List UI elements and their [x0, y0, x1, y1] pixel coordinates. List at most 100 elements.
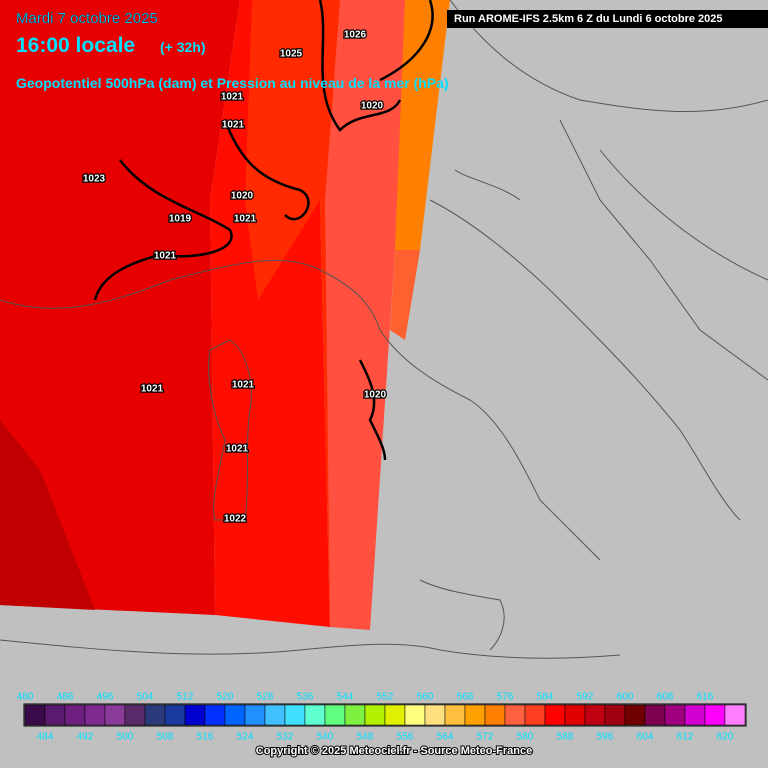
colorbar-swatch	[424, 704, 446, 726]
colorbar-swatch	[84, 704, 106, 726]
pressure-label: 1023	[83, 174, 106, 185]
colorbar-label: 504	[137, 692, 154, 703]
colorbar-swatch	[604, 704, 626, 726]
run-info: Run AROME-IFS 2.5km 6 Z du Lundi 6 octob…	[454, 13, 723, 25]
isobars	[93, 0, 434, 461]
colorbar-swatch	[204, 704, 226, 726]
colorbar-swatch	[264, 704, 286, 726]
pressure-label: 1020	[361, 101, 384, 112]
colorbar-swatch	[344, 704, 366, 726]
colorbar-label: 620	[717, 732, 734, 743]
colorbar-frame	[23, 703, 747, 727]
colorbar-swatch	[224, 704, 246, 726]
colorbar-swatch	[64, 704, 86, 726]
colorbar-label: 584	[537, 692, 554, 703]
colorbar-label: 488	[57, 692, 74, 703]
colorbar-swatch	[684, 704, 706, 726]
colorbar-label: 596	[597, 732, 614, 743]
pressure-label: 1021	[141, 384, 164, 395]
pressure-label: 1022	[224, 514, 247, 525]
time: 16:00 locale	[16, 34, 135, 57]
colorbar-swatch	[464, 704, 486, 726]
colorbar-label: 544	[337, 692, 354, 703]
run-banner	[447, 10, 768, 28]
colorbar-label: 608	[657, 692, 674, 703]
colorbar-swatch	[524, 704, 546, 726]
colorbar-swatch	[664, 704, 686, 726]
pressure-label: 1025	[280, 49, 303, 60]
colorbar-label: 520	[217, 692, 234, 703]
date: Mardi 7 octobre 2025	[16, 10, 158, 27]
colorbar-label: 600	[617, 692, 634, 703]
pressure-label: 1020	[364, 390, 387, 401]
lead-time: (+ 32h)	[160, 39, 206, 55]
pressure-label: 1026	[344, 30, 367, 41]
colorbar-label: 528	[257, 692, 274, 703]
colorbar-swatch	[444, 704, 466, 726]
colorbar-label: 540	[317, 732, 334, 743]
pressure-label: 1021	[154, 251, 177, 262]
colorbar-label: 612	[677, 732, 694, 743]
colorbar-swatch	[184, 704, 206, 726]
colorbar-swatch	[244, 704, 266, 726]
colorbar-label: 492	[77, 732, 94, 743]
pressure-label: 1020	[231, 191, 254, 202]
colorbar-label: 604	[637, 732, 654, 743]
colorbar-swatch	[564, 704, 586, 726]
colorbar-swatch	[384, 704, 406, 726]
field-band	[0, 0, 240, 615]
colorbar-swatch	[144, 704, 166, 726]
colorbar-swatch	[304, 704, 326, 726]
colorbar-label: 496	[97, 692, 114, 703]
field-band	[325, 0, 410, 630]
pressure-label: 1021	[221, 92, 244, 103]
colorbar-swatch	[324, 704, 346, 726]
colorbar-swatch	[644, 704, 666, 726]
colorbar-swatch	[364, 704, 386, 726]
colorbar-label: 480	[17, 692, 34, 703]
pressure-label: 1021	[232, 380, 255, 391]
colorbar-label: 592	[577, 692, 594, 703]
colorbar-swatch	[624, 704, 646, 726]
colorbar-label: 536	[297, 692, 314, 703]
colorbar-label: 508	[157, 732, 174, 743]
colorbar-swatch	[584, 704, 606, 726]
coastlines	[0, 0, 768, 659]
colorbar-swatch	[404, 704, 426, 726]
colorbar-label: 524	[237, 732, 254, 743]
colorbar-swatch	[704, 704, 726, 726]
colorbar-swatch	[124, 704, 146, 726]
colorbar-label: 568	[457, 692, 474, 703]
colorbar-label: 560	[417, 692, 434, 703]
colorbar-label: 588	[557, 732, 574, 743]
colorbar-label: 516	[197, 732, 214, 743]
colorbar-swatch	[164, 704, 186, 726]
colorbar-label: 564	[437, 732, 454, 743]
pressure-label: 1021	[222, 120, 245, 131]
field-band	[0, 420, 95, 610]
field-band	[245, 0, 345, 627]
colorbar-swatch	[104, 704, 126, 726]
colorbar-swatch	[284, 704, 306, 726]
colorbar-swatch	[24, 704, 46, 726]
field-band	[390, 250, 420, 340]
pressure-label: 1019	[169, 214, 192, 225]
colorbar-label: 580	[517, 732, 534, 743]
colorbar-label: 572	[477, 732, 494, 743]
pressure-label: 1021	[226, 444, 249, 455]
copyright: Copyright © 2025 Meteociel.fr - Source M…	[256, 745, 532, 757]
pressure-label: 1021	[234, 214, 257, 225]
colorbar-swatch	[724, 704, 746, 726]
colorbar-label: 484	[37, 732, 54, 743]
colorbar-label: 556	[397, 732, 414, 743]
colorbar-swatch	[44, 704, 66, 726]
colorbar-swatch	[484, 704, 506, 726]
colorbar-label: 512	[177, 692, 194, 703]
colorbar-label: 616	[697, 692, 714, 703]
subtitle: Geopotentiel 500hPa (dam) et Pression au…	[16, 75, 449, 91]
colorbar-label: 500	[117, 732, 134, 743]
colorbar-label: 552	[377, 692, 394, 703]
colorbar-label: 532	[277, 732, 294, 743]
